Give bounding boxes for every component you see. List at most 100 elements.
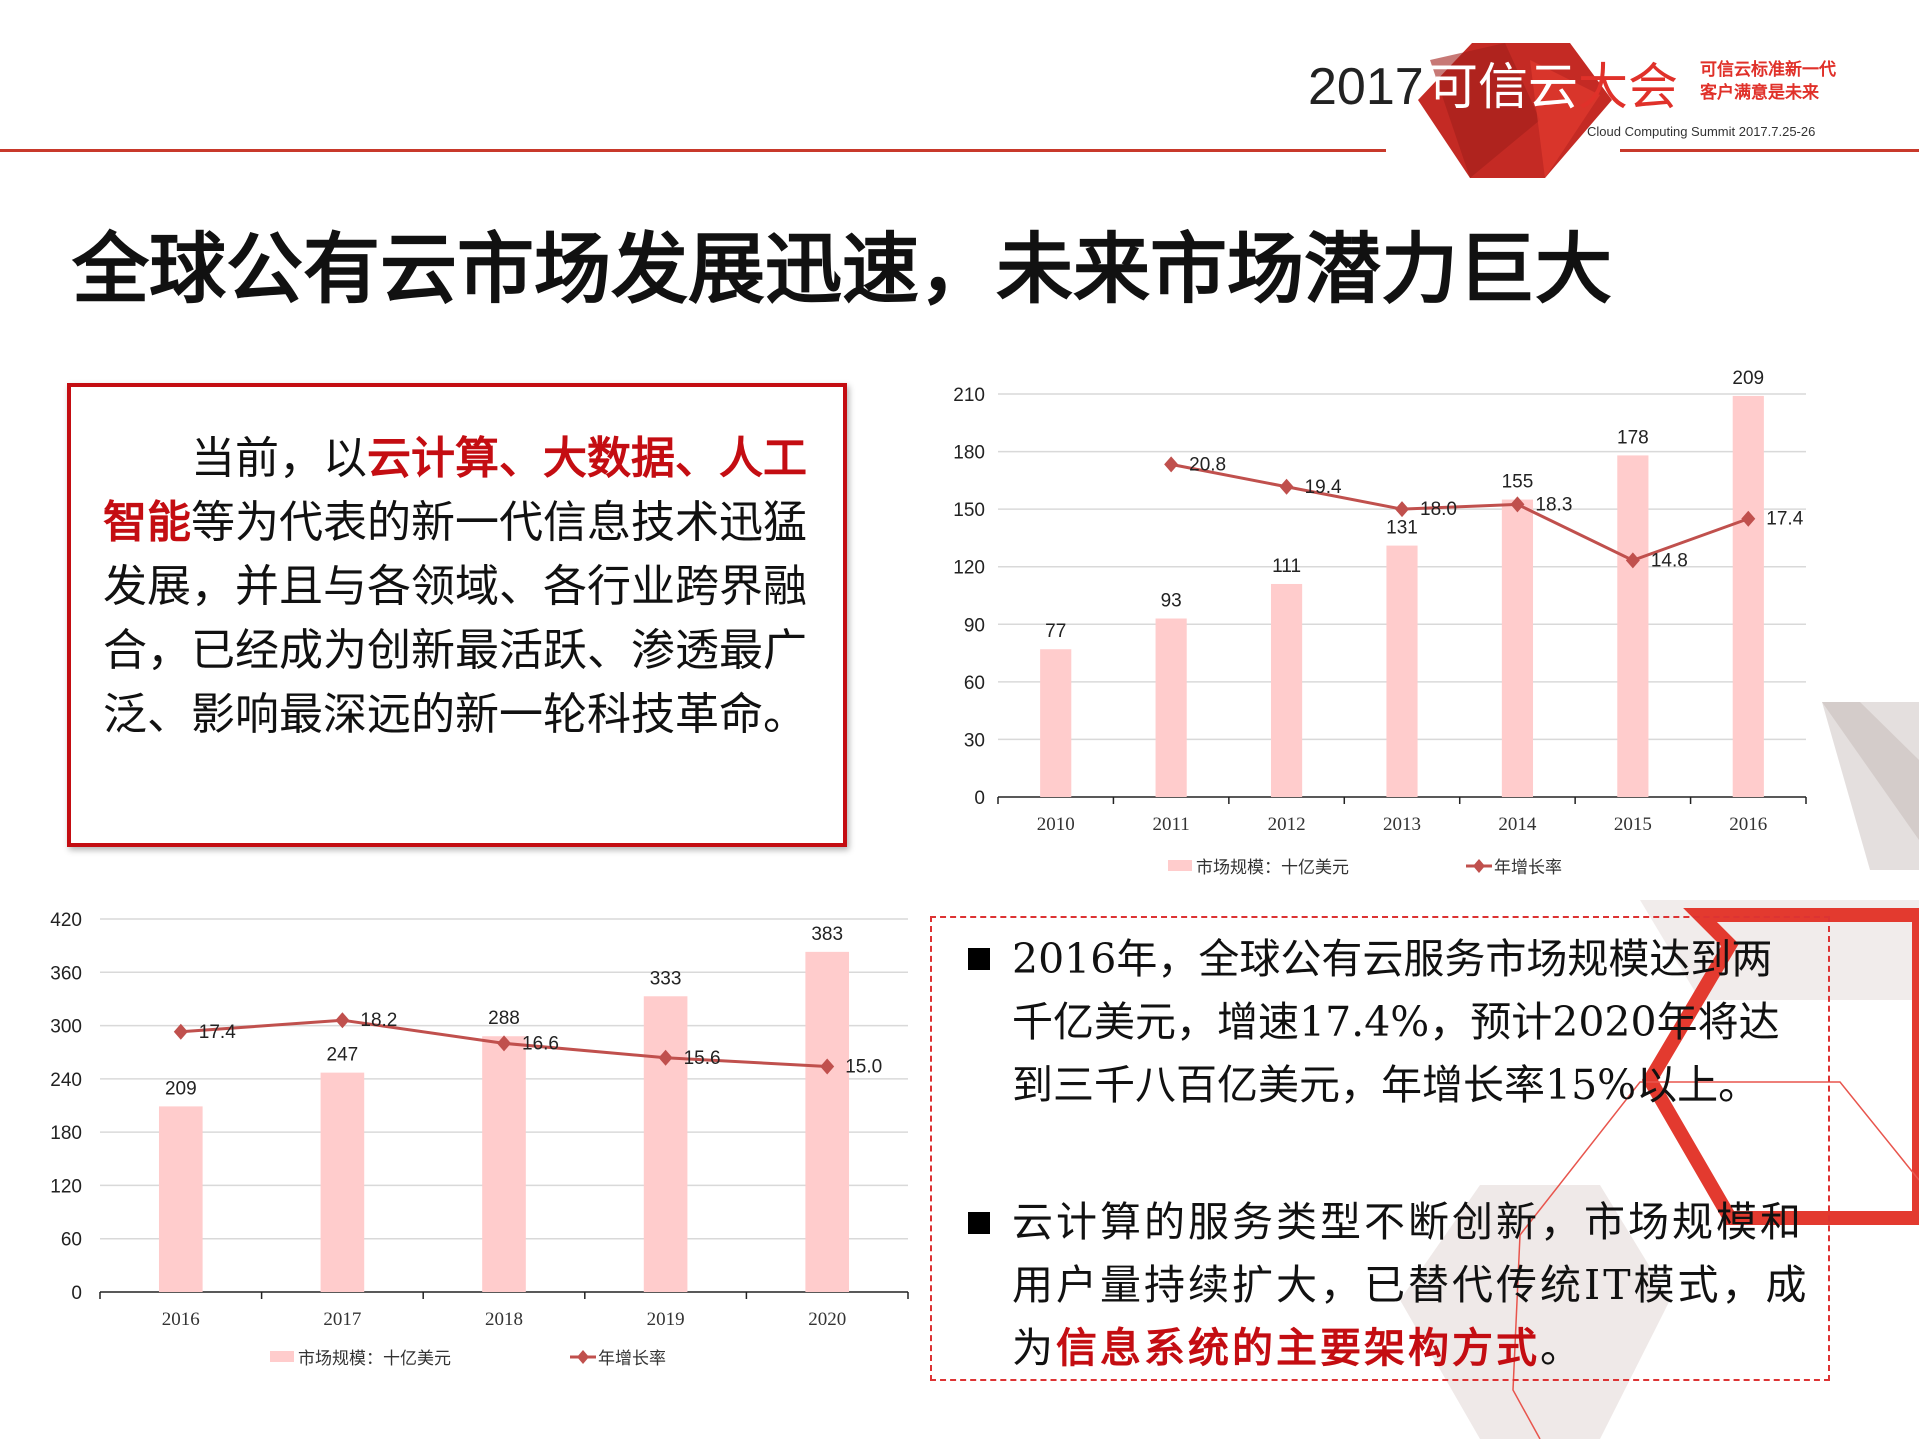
x-tick-label: 2018: [485, 1309, 523, 1330]
legend-label: 市场规模：十亿美元: [1196, 858, 1349, 877]
y-tick-label: 0: [71, 1283, 82, 1304]
x-tick-label: 2019: [647, 1309, 685, 1330]
legend-label: 年增长率: [1494, 858, 1562, 877]
y-tick-label: 150: [953, 500, 985, 521]
rate-value-label: 14.8: [1651, 550, 1688, 571]
y-tick-label: 30: [964, 730, 985, 751]
bar-value-label: 209: [165, 1078, 197, 1099]
y-tick-label: 180: [50, 1123, 82, 1144]
diamond-marker: [1395, 501, 1409, 518]
y-tick-label: 120: [50, 1176, 82, 1197]
rate-value-label: 18.0: [1420, 499, 1457, 520]
bar: [158, 1106, 203, 1292]
slogan-line-2: 客户满意是未来: [1700, 83, 1819, 102]
bar-value-label: 288: [488, 1008, 520, 1029]
rate-value-label: 18.3: [1535, 494, 1572, 515]
bar-value-label: 111: [1272, 556, 1301, 577]
bar-value-label: 209: [1732, 368, 1764, 389]
diamond-marker: [1741, 510, 1756, 527]
legend-bar-swatch: [270, 1351, 294, 1362]
bar: [320, 1072, 365, 1292]
bar: [1501, 499, 1534, 797]
diamond-marker: [820, 1058, 835, 1075]
legend-diamond-icon: [577, 1350, 589, 1364]
logo-year: 2017: [1308, 58, 1424, 116]
logo-english-name: Cloud Computing Summit 2017.7.25-26: [1587, 124, 1816, 139]
bar: [1270, 583, 1303, 797]
bullet-square-icon: [968, 948, 990, 970]
x-tick-label: 2016: [1729, 814, 1767, 835]
x-tick-label: 2010: [1037, 814, 1075, 835]
intro-text-box: 当前，以云计算、大数据、人工智能等为代表的新一代信息技术迅猛发展，并且与各领域、…: [67, 383, 847, 847]
y-tick-label: 240: [50, 1070, 82, 1091]
header-divider-left: [0, 149, 1386, 152]
legend-label: 年增长率: [598, 1349, 666, 1368]
diamond-marker: [1164, 456, 1179, 473]
growth-rate-line: [1170, 462, 1749, 562]
x-tick-label: 2012: [1268, 814, 1306, 835]
bar-value-label: 77: [1045, 621, 1066, 642]
slogan-line-1: 可信云标准新一代: [1700, 60, 1836, 79]
diamond-marker: [1625, 552, 1640, 569]
page-title: 全球公有云市场发展迅速，未来市场潜力巨大: [72, 227, 1612, 313]
bullet-square-icon: [968, 1212, 990, 1234]
y-tick-label: 300: [50, 1017, 82, 1038]
intro-text-1: 当前，以: [191, 434, 367, 483]
x-tick-label: 2014: [1498, 814, 1537, 835]
header-divider-right: [1620, 149, 1919, 152]
y-tick-label: 0: [974, 788, 985, 809]
diamond-marker: [335, 1012, 350, 1029]
x-tick-label: 2015: [1614, 814, 1652, 835]
bar: [482, 1036, 526, 1292]
intro-paragraph: 当前，以云计算、大数据、人工智能等为代表的新一代信息技术迅猛发展，并且与各领域、…: [103, 427, 813, 747]
diamond-marker: [497, 1035, 511, 1052]
diamond-marker: [1279, 478, 1294, 495]
x-tick-label: 2020: [808, 1309, 846, 1330]
legend-label: 市场规模：十亿美元: [298, 1349, 451, 1368]
logo-slogan: 可信云标准新一代 客户满意是未来: [1700, 58, 1836, 104]
rate-value-label: 16.6: [522, 1033, 559, 1054]
bullet-2-end: 。: [1540, 1324, 1584, 1372]
diamond-marker: [173, 1023, 188, 1040]
bullet-2-plain: 云计算的服务类型不断创新，市场规模和用户量持续扩大，已替代传统IT模式，成为: [1012, 1198, 1810, 1372]
summary-text-box: 2016年，全球公有云服务市场规模达到两千亿美元，增速17.4%，预计2020年…: [930, 916, 1830, 1381]
diamond-marker: [1510, 496, 1525, 513]
bar-value-label: 247: [327, 1045, 359, 1066]
y-tick-label: 420: [50, 910, 82, 931]
bar: [1040, 649, 1072, 797]
logo-name: 可信云大会: [1428, 58, 1678, 116]
intro-text-2: 等为代表的新一代信息技术迅猛发展，并且与各领域、各行业跨界融合，已经成为创新最活…: [103, 498, 807, 739]
rate-value-label: 18.2: [360, 1010, 397, 1031]
legend-bar-swatch: [1168, 860, 1192, 871]
intro-highlight: 云计算、大数据、人工智能: [103, 434, 807, 547]
rate-value-label: 19.4: [1305, 477, 1342, 498]
bar: [1732, 395, 1764, 797]
logo-name-white: 可信云: [1428, 59, 1578, 115]
y-tick-label: 60: [964, 673, 985, 694]
legend-diamond-icon: [1473, 859, 1485, 873]
bar-value-label: 131: [1386, 518, 1418, 539]
rate-value-label: 15.6: [684, 1048, 721, 1069]
bar-value-label: 333: [650, 968, 682, 989]
bullet-2-highlight: 信息系统的主要架构方式: [1056, 1325, 1540, 1371]
x-tick-label: 2017: [323, 1309, 361, 1330]
bar: [805, 951, 850, 1292]
bullet-text-1: 2016年，全球公有云服务市场规模达到两千亿美元，增速17.4%，预计2020年…: [1012, 935, 1780, 1109]
rate-value-label: 17.4: [1766, 509, 1803, 530]
y-tick-label: 360: [50, 963, 82, 984]
x-tick-label: 2011: [1152, 814, 1189, 835]
diamond-marker: [658, 1049, 673, 1066]
x-tick-label: 2016: [162, 1309, 200, 1330]
rate-value-label: 15.0: [845, 1056, 882, 1077]
bar-value-label: 155: [1502, 472, 1534, 493]
bar-value-label: 178: [1617, 427, 1649, 448]
y-tick-label: 120: [953, 558, 985, 579]
rate-value-label: 20.8: [1189, 454, 1226, 475]
bar-value-label: 383: [811, 924, 843, 945]
logo-name-red: 大会: [1578, 59, 1678, 115]
rate-value-label: 17.4: [199, 1022, 236, 1043]
x-tick-label: 2013: [1383, 814, 1421, 835]
bar: [1617, 455, 1649, 797]
